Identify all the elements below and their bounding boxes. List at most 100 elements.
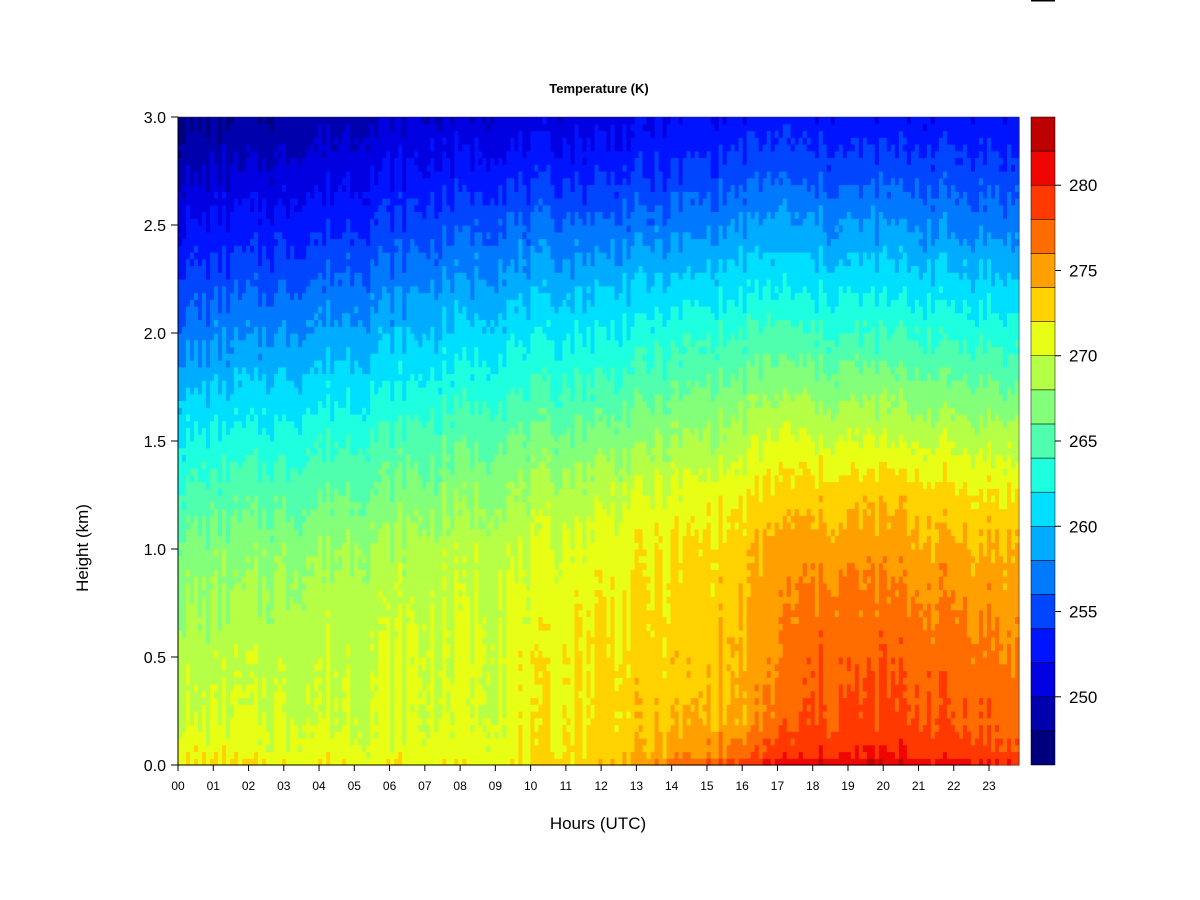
heatmap-cell — [202, 117, 207, 125]
heatmap-cell — [190, 468, 195, 476]
heatmap-cell — [258, 441, 263, 449]
heatmap-cell — [334, 528, 339, 537]
heatmap-cell — [374, 522, 379, 530]
heatmap-cell — [338, 272, 343, 280]
heatmap-cell — [358, 474, 363, 483]
heatmap-cell — [294, 596, 299, 604]
heatmap-cell — [250, 299, 255, 307]
heatmap-cell — [210, 238, 215, 246]
heatmap-cell — [222, 117, 227, 125]
heatmap-cell — [274, 542, 279, 550]
heatmap-cell — [350, 171, 355, 179]
heatmap-cell — [346, 474, 351, 483]
heatmap-cell — [314, 312, 319, 321]
heatmap-cell — [314, 643, 319, 651]
heatmap-cell — [290, 204, 295, 213]
heatmap-cell — [330, 414, 335, 422]
heatmap-cell — [270, 400, 275, 408]
heatmap-cell — [278, 488, 283, 496]
heatmap-cell — [258, 245, 263, 253]
heatmap-cell — [230, 144, 235, 152]
heatmap-cell — [198, 373, 203, 381]
heatmap-cell — [330, 198, 335, 206]
heatmap-cell — [290, 353, 295, 361]
heatmap-cell — [210, 137, 215, 145]
heatmap-cell — [354, 589, 359, 597]
heatmap-cell — [182, 690, 187, 699]
heatmap-cell — [222, 744, 227, 753]
heatmap-cell — [234, 501, 239, 510]
heatmap-cell — [302, 272, 307, 280]
heatmap-cell — [250, 137, 255, 145]
heatmap-cell — [278, 711, 283, 719]
heatmap-cell — [314, 184, 319, 192]
heatmap-cell — [326, 312, 331, 321]
heatmap-cell — [250, 616, 255, 624]
heatmap-cell — [366, 117, 371, 125]
heatmap-cell — [234, 380, 239, 388]
heatmap-cell — [314, 366, 319, 375]
heatmap-cell — [322, 414, 327, 422]
heatmap-cell — [310, 589, 315, 597]
heatmap-cell — [226, 488, 231, 496]
heatmap-cell — [306, 522, 311, 530]
heatmap-cell — [382, 130, 387, 138]
heatmap-cell — [262, 366, 267, 375]
heatmap-cell — [350, 157, 355, 165]
heatmap-cell — [354, 481, 359, 489]
heatmap-cell — [330, 204, 335, 213]
heatmap-cell — [338, 731, 343, 739]
heatmap-cell — [318, 177, 323, 186]
heatmap-cell — [278, 137, 283, 145]
heatmap-cell — [314, 515, 319, 523]
heatmap-cell — [242, 144, 247, 152]
heatmap-cell — [194, 522, 199, 530]
heatmap-cell — [310, 387, 315, 395]
heatmap-cell — [178, 198, 183, 206]
heatmap-cell — [242, 231, 247, 240]
heatmap-cell — [250, 252, 255, 260]
heatmap-cell — [290, 636, 295, 645]
heatmap-cell — [326, 522, 331, 530]
heatmap-cell — [314, 130, 319, 138]
heatmap-cell — [230, 569, 235, 577]
heatmap-cell — [346, 758, 351, 766]
heatmap-cell — [262, 603, 267, 611]
heatmap-cell — [194, 569, 199, 577]
heatmap-cell — [262, 481, 267, 489]
heatmap-cell — [354, 225, 359, 233]
heatmap-cell — [214, 474, 219, 483]
heatmap-cell — [210, 522, 215, 530]
heatmap-cell — [222, 508, 227, 516]
heatmap-cell — [234, 252, 239, 260]
heatmap-cell — [366, 393, 371, 402]
heatmap-cell — [266, 461, 271, 469]
heatmap-cell — [370, 569, 375, 577]
heatmap-cell — [346, 576, 351, 584]
heatmap-cell — [334, 663, 339, 672]
heatmap-cell — [234, 684, 239, 692]
heatmap-cell — [202, 312, 207, 321]
heatmap-cell — [214, 657, 219, 665]
heatmap-cell — [242, 596, 247, 604]
heatmap-cell — [210, 650, 215, 658]
heatmap-cell — [298, 265, 303, 273]
heatmap-cell — [218, 272, 223, 280]
heatmap-cell — [318, 488, 323, 496]
heatmap-cell — [290, 157, 295, 165]
heatmap-cell — [258, 137, 263, 145]
heatmap-cell — [238, 245, 243, 253]
heatmap-cell — [322, 461, 327, 469]
heatmap-cell — [326, 353, 331, 361]
heatmap-cell — [366, 589, 371, 597]
heatmap-cell — [346, 204, 351, 213]
heatmap-cell — [330, 697, 335, 705]
heatmap-cell — [370, 522, 375, 530]
heatmap-cell — [310, 171, 315, 179]
heatmap-cell — [202, 677, 207, 685]
heatmap-cell — [306, 697, 311, 705]
heatmap-cell — [294, 130, 299, 138]
heatmap-cell — [178, 704, 183, 712]
heatmap-cell — [306, 690, 311, 699]
heatmap-cell — [230, 157, 235, 165]
